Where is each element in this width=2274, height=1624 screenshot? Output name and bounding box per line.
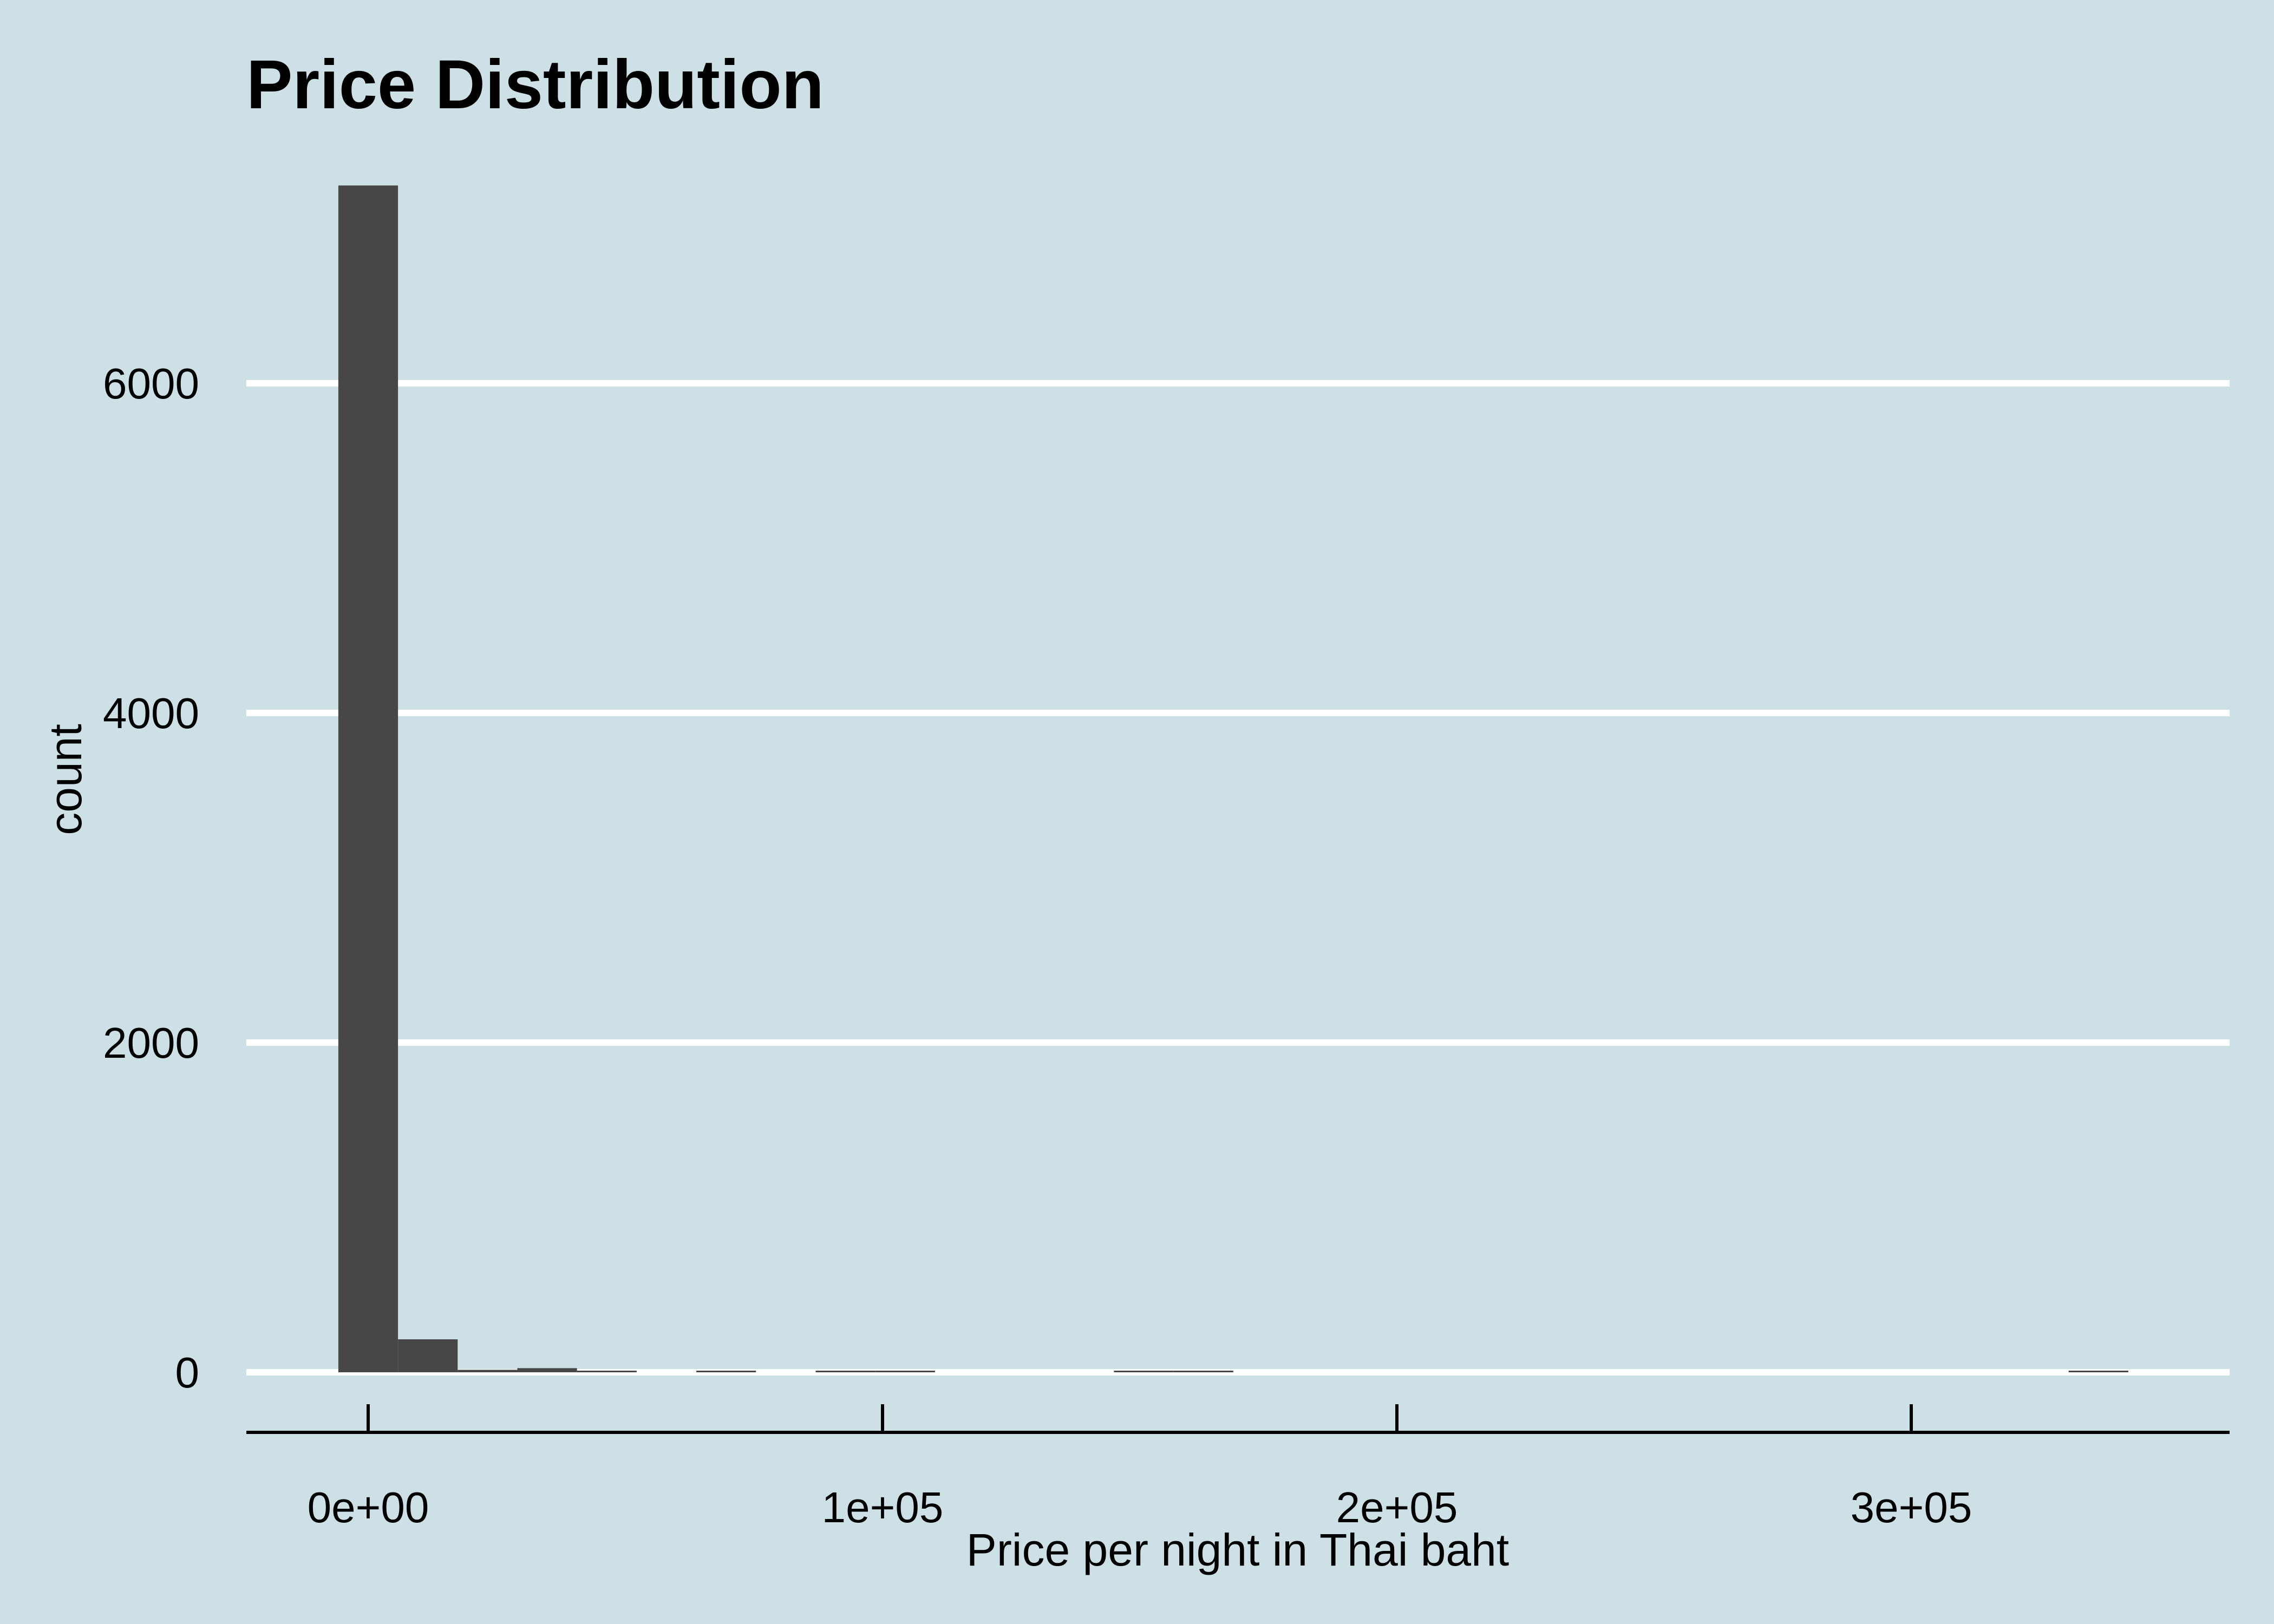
histogram-bar <box>696 1371 756 1372</box>
x-tick-label: 3e+05 <box>1851 1483 1972 1531</box>
histogram-bar <box>2068 1371 2128 1372</box>
histogram-bar <box>577 1371 637 1372</box>
histogram-bar <box>517 1368 577 1372</box>
x-tick-label: 2e+05 <box>1336 1483 1458 1531</box>
y-tick-label: 2000 <box>103 1019 199 1067</box>
histogram-bars <box>338 185 2128 1372</box>
y-tick-label: 4000 <box>103 689 199 737</box>
y-tick-label: 0 <box>175 1348 200 1397</box>
y-tick-label: 6000 <box>103 359 199 408</box>
histogram-bar <box>875 1371 935 1372</box>
histogram-bar <box>1173 1371 1233 1372</box>
y-axis-title: count <box>40 724 91 835</box>
histogram-bar <box>398 1339 458 1372</box>
chart-title: Price Distribution <box>246 46 824 123</box>
histogram-bar <box>815 1371 875 1372</box>
x-tick-label: 1e+05 <box>822 1483 944 1531</box>
histogram-bar <box>338 185 398 1372</box>
gridlines <box>246 380 2230 1376</box>
x-axis-title: Price per night in Thai baht <box>966 1524 1509 1575</box>
y-axis: 0 2000 4000 6000 <box>103 359 199 1397</box>
x-tick-label: 0e+00 <box>308 1483 429 1531</box>
histogram-bar <box>458 1370 518 1372</box>
x-axis: 0e+00 1e+05 2e+05 3e+05 <box>246 1404 2230 1531</box>
histogram-bar <box>1114 1371 1174 1372</box>
